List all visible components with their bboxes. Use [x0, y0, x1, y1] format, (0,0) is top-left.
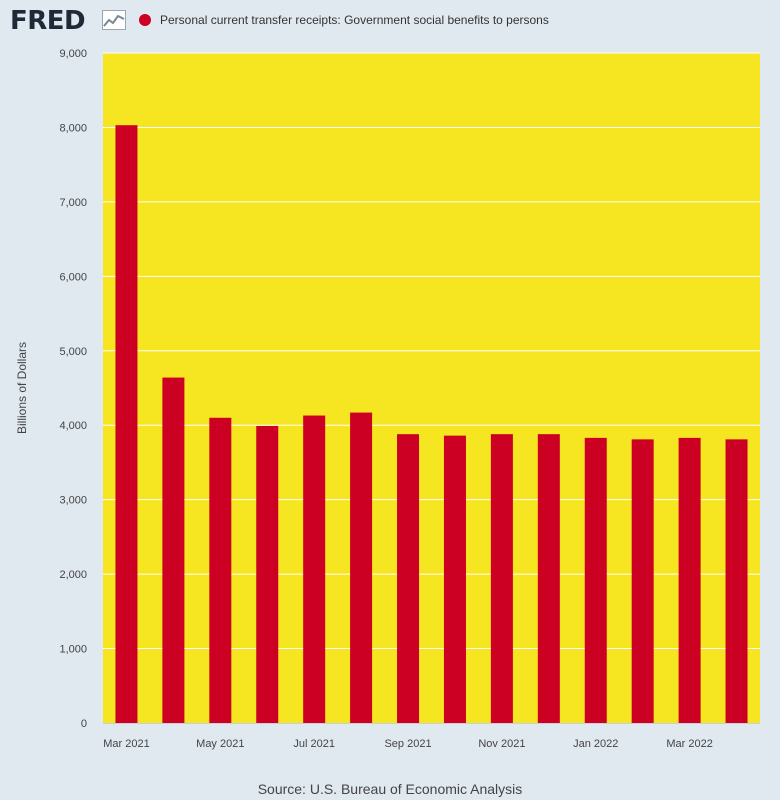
- x-tick-label: May 2021: [196, 738, 244, 750]
- chart-header: FRED Personal current transfer receipts:…: [0, 0, 780, 40]
- fred-logo[interactable]: FRED: [10, 6, 86, 36]
- bar: [584, 437, 607, 723]
- x-tick-label: Jan 2022: [573, 738, 618, 750]
- y-tick-label: 8,000: [59, 122, 87, 134]
- x-tick-label: Jul 2021: [293, 738, 335, 750]
- bar: [397, 434, 420, 723]
- plot-area: [103, 53, 760, 723]
- bar: [162, 377, 185, 723]
- bar: [490, 434, 513, 723]
- bar: [678, 437, 701, 723]
- line-graph-icon: [102, 10, 126, 30]
- legend-label: Personal current transfer receipts: Gove…: [160, 13, 549, 27]
- bar: [631, 439, 654, 723]
- bar: [443, 435, 466, 723]
- x-tick-label: Mar 2021: [103, 738, 149, 750]
- x-tick-label: Nov 2021: [478, 738, 525, 750]
- y-tick-label: 9,000: [59, 48, 87, 60]
- source-note: Source: U.S. Bureau of Economic Analysis: [257, 781, 523, 797]
- bar: [350, 412, 373, 723]
- bar: [115, 125, 138, 723]
- bar: [303, 415, 326, 723]
- y-tick-label: 4,000: [59, 420, 87, 432]
- y-tick-label: 7,000: [59, 197, 87, 209]
- y-tick-label: 6,000: [59, 271, 87, 283]
- bar: [256, 425, 279, 723]
- legend: Personal current transfer receipts: Gove…: [139, 12, 549, 28]
- bar: [725, 439, 748, 723]
- y-tick-label: 1,000: [59, 644, 87, 656]
- x-tick-label: Sep 2021: [384, 738, 431, 750]
- legend-marker: [139, 14, 151, 26]
- y-axis-label: Billions of Dollars: [15, 342, 29, 434]
- bar: [537, 434, 560, 723]
- y-tick-label: 5,000: [59, 346, 87, 358]
- y-tick-label: 0: [81, 718, 87, 730]
- y-tick-label: 3,000: [59, 495, 87, 507]
- bar: [209, 417, 232, 723]
- y-tick-label: 2,000: [59, 569, 87, 581]
- x-tick-label: Mar 2022: [666, 738, 712, 750]
